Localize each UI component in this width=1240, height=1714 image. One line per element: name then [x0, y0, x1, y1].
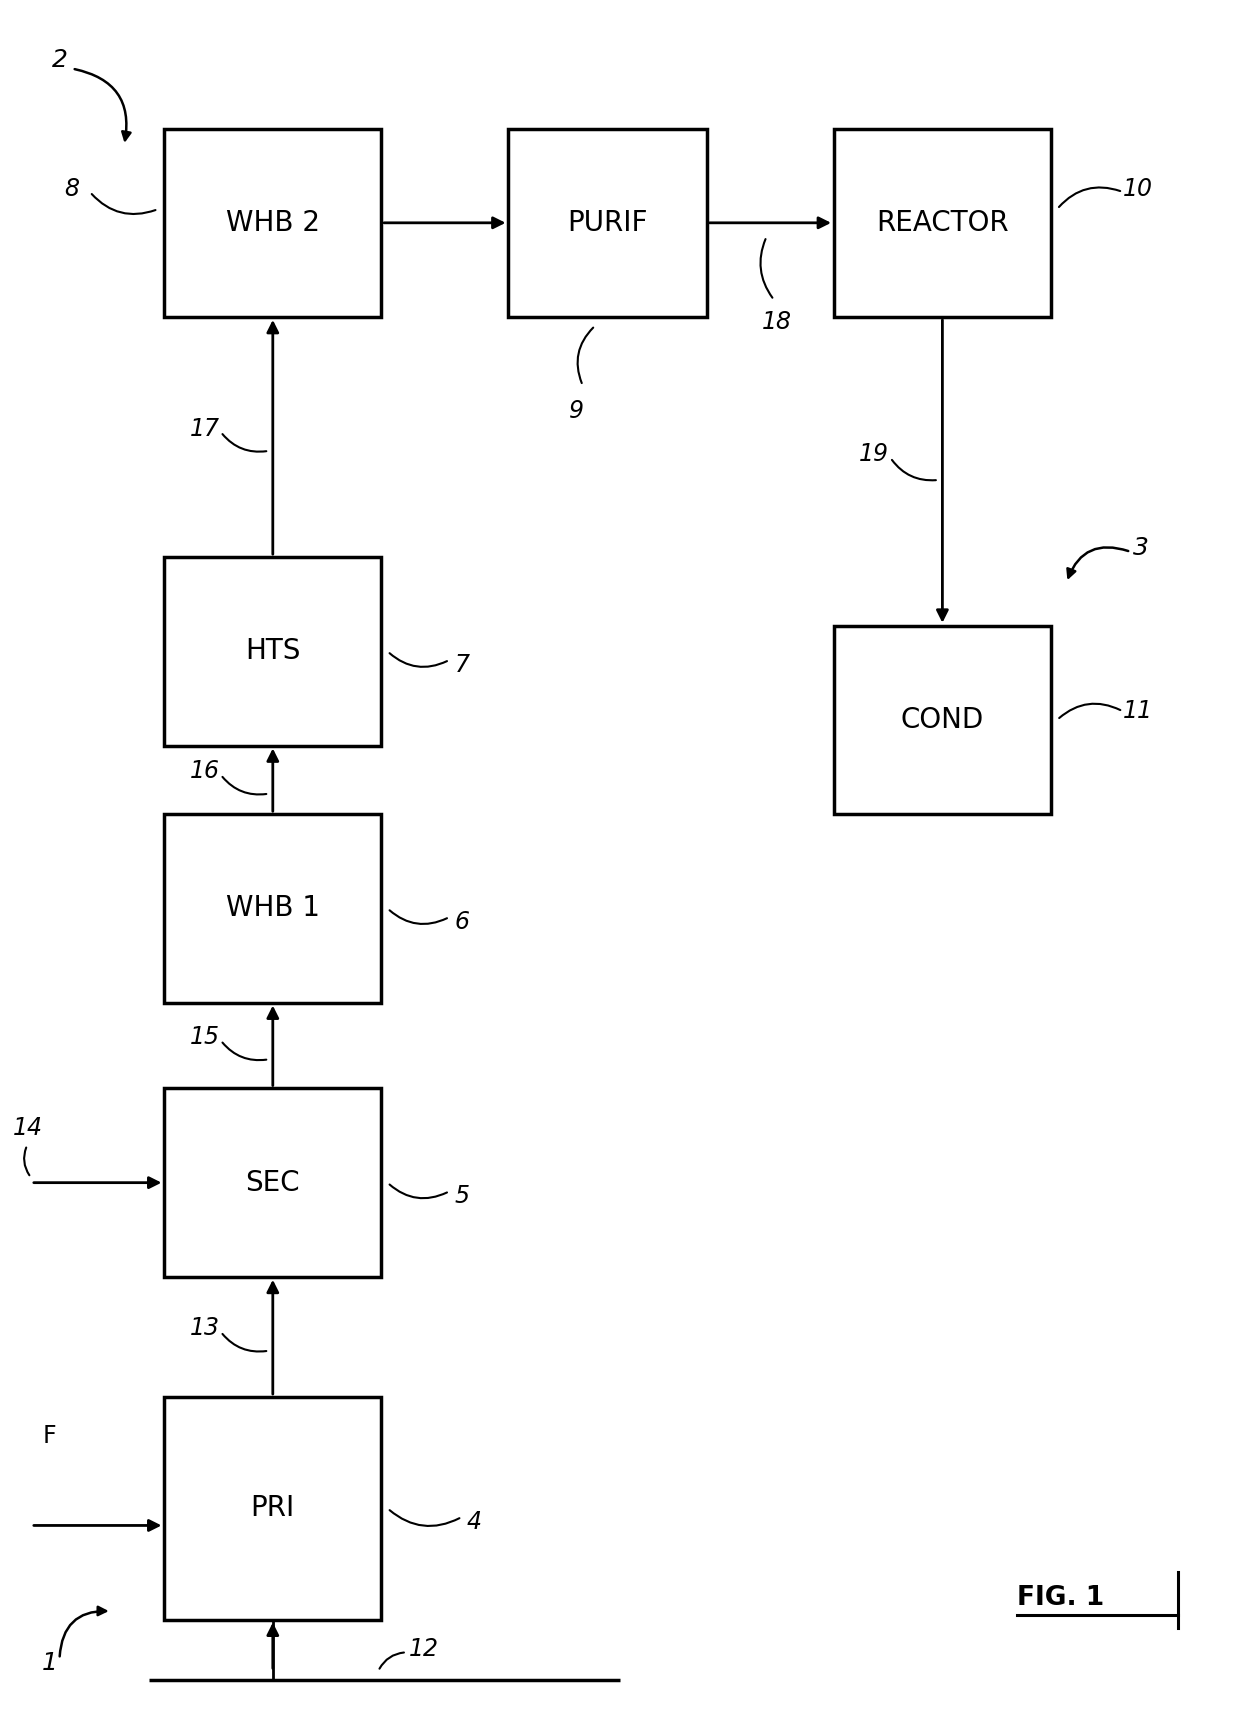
Text: 10: 10	[1122, 177, 1153, 201]
Bar	[833, 129, 1050, 317]
Text: HTS: HTS	[246, 638, 300, 665]
Text: 11: 11	[1122, 699, 1153, 723]
Text: 6: 6	[454, 910, 470, 934]
Text: PRI: PRI	[250, 1495, 295, 1522]
Bar	[164, 557, 382, 746]
Text: 8: 8	[63, 177, 79, 201]
Text: 4: 4	[466, 1510, 482, 1534]
Text: 19: 19	[859, 442, 889, 466]
Text: 18: 18	[761, 310, 791, 334]
Text: SEC: SEC	[246, 1169, 300, 1196]
Bar	[164, 1088, 382, 1277]
Text: 3: 3	[1133, 536, 1148, 560]
Text: 15: 15	[190, 1025, 219, 1049]
Text: 13: 13	[190, 1316, 219, 1340]
Text: REACTOR: REACTOR	[877, 209, 1008, 237]
Text: 12: 12	[409, 1637, 439, 1661]
Bar	[164, 814, 382, 1003]
Bar	[164, 1397, 382, 1620]
Bar	[164, 129, 382, 317]
Text: PURIF: PURIF	[568, 209, 647, 237]
Text: F: F	[43, 1424, 56, 1448]
Bar	[833, 626, 1050, 814]
Text: COND: COND	[900, 706, 985, 734]
Text: 9: 9	[569, 399, 584, 423]
Text: 2: 2	[52, 48, 67, 72]
Text: 14: 14	[12, 1116, 42, 1140]
Text: 5: 5	[454, 1184, 470, 1208]
Text: FIG. 1: FIG. 1	[1017, 1585, 1104, 1611]
Text: 7: 7	[454, 653, 470, 677]
Text: WHB 1: WHB 1	[226, 895, 320, 922]
Text: 16: 16	[190, 759, 219, 783]
Bar	[508, 129, 707, 317]
Text: WHB 2: WHB 2	[226, 209, 320, 237]
Text: 17: 17	[190, 417, 219, 440]
Text: 1: 1	[42, 1651, 57, 1675]
